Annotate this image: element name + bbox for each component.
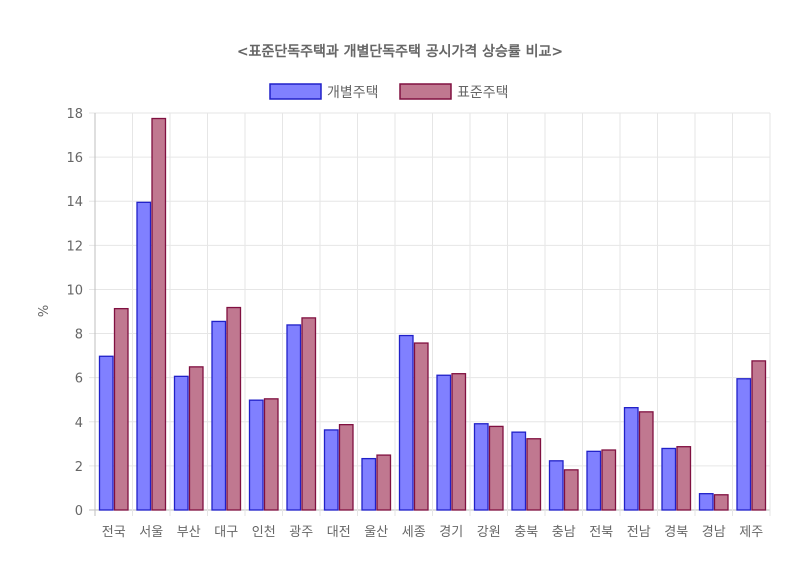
legend-item-series-1[interactable]: 표준주택 [399,83,509,101]
x-tick-label: 경남 [702,525,726,540]
bar-series-1-부산[interactable] [188,366,204,511]
bar-series-1-강원[interactable] [488,425,504,511]
bar-series-1-경기[interactable] [451,373,467,511]
y-tick-label: 16 [66,151,83,166]
bar-series-0-광주[interactable] [286,324,302,511]
bar-series-0-전국[interactable] [98,355,114,511]
x-tick-label: 전북 [589,525,613,540]
bar-series-0-충남[interactable] [548,460,564,511]
bar-series-0-대전[interactable] [323,429,339,511]
bar-series-1-세종[interactable] [413,342,429,511]
y-tick-label: 14 [66,195,83,210]
x-tick-label: 제주 [739,525,763,540]
x-tick-label: 경기 [439,525,463,540]
y-axis-ticks: 0 2 4 6 8 10 12 14 16 18 [66,107,83,519]
bar-series-1-충남[interactable] [563,469,579,511]
bar-series-0-울산[interactable] [361,457,377,511]
x-axis-ticks: 전국 서울 부산 대구 인천 광주 대전 울산 세종 경기 강원 충북 충남 전북 전남 경북 경남 제주 [102,525,763,540]
x-tick-label: 경북 [664,525,688,540]
x-tick-label: 인천 [252,525,276,540]
x-tick-label: 세종 [402,525,426,540]
bar-series-1-인천[interactable] [263,398,279,511]
bar-series-0-충북[interactable] [511,431,527,511]
grid [89,112,771,516]
bar-series-1-광주[interactable] [301,317,317,511]
y-tick-label: 0 [75,504,83,519]
bar-series-1-충북[interactable] [526,438,542,511]
bar-series-1-전북[interactable] [601,449,617,511]
y-tick-label: 6 [75,372,83,387]
bar-series-0-전북[interactable] [586,450,602,511]
bar-series-1-경남[interactable] [713,494,729,511]
bar-series-0-세종[interactable] [398,334,414,511]
bar-series-0-강원[interactable] [473,423,489,511]
x-tick-label: 광주 [289,525,313,540]
y-tick-label: 8 [75,328,83,343]
legend-label-series-0: 개별주택 [327,85,379,101]
x-tick-label: 전남 [627,525,651,540]
bar-series-0-경기[interactable] [436,374,452,511]
bar-series-1-제주[interactable] [751,360,767,511]
bar-series-0-서울[interactable] [136,201,152,511]
x-tick-label: 부산 [177,525,201,540]
bar-series-1-경북[interactable] [676,446,692,511]
x-tick-label: 서울 [139,525,163,540]
bar-series-0-제주[interactable] [736,378,752,511]
bar-series-1-대구[interactable] [226,306,242,511]
bar-series-0-인천[interactable] [248,399,264,511]
bar-series-0-부산[interactable] [173,375,189,511]
y-tick-label: 18 [66,107,83,122]
bars [98,117,767,511]
x-tick-label: 대전 [327,525,351,540]
bar-series-0-경북[interactable] [661,447,677,511]
x-tick-label: 울산 [364,525,388,540]
legend-label-series-1: 표준주택 [457,85,509,101]
legend-swatch-series-0 [269,83,322,100]
bar-series-1-울산[interactable] [376,454,392,511]
y-tick-label: 12 [66,239,83,254]
chart-title: <표준단독주택과 개별단독주택 공시가격 상승률 비교> [237,43,563,60]
x-tick-label: 충남 [552,525,576,540]
bar-series-0-전남[interactable] [623,407,639,511]
legend: 개별주택 표준주택 [269,83,509,101]
legend-item-series-0[interactable]: 개별주택 [269,83,379,101]
bar-series-1-대전[interactable] [338,423,354,511]
y-axis-label: % [37,305,52,317]
legend-swatch-series-1 [399,83,452,100]
bar-series-1-서울[interactable] [151,117,167,511]
x-tick-label: 강원 [477,525,501,540]
y-tick-label: 10 [66,283,83,298]
bar-series-1-전남[interactable] [638,411,654,511]
x-tick-label: 전국 [102,525,126,540]
x-tick-label: 충북 [514,525,538,540]
y-tick-label: 2 [75,460,83,475]
bar-series-0-경남[interactable] [698,493,714,511]
y-tick-label: 4 [75,416,83,431]
bar-series-1-전국[interactable] [113,307,129,511]
x-tick-label: 대구 [214,525,238,540]
bar-series-0-대구[interactable] [211,320,227,511]
